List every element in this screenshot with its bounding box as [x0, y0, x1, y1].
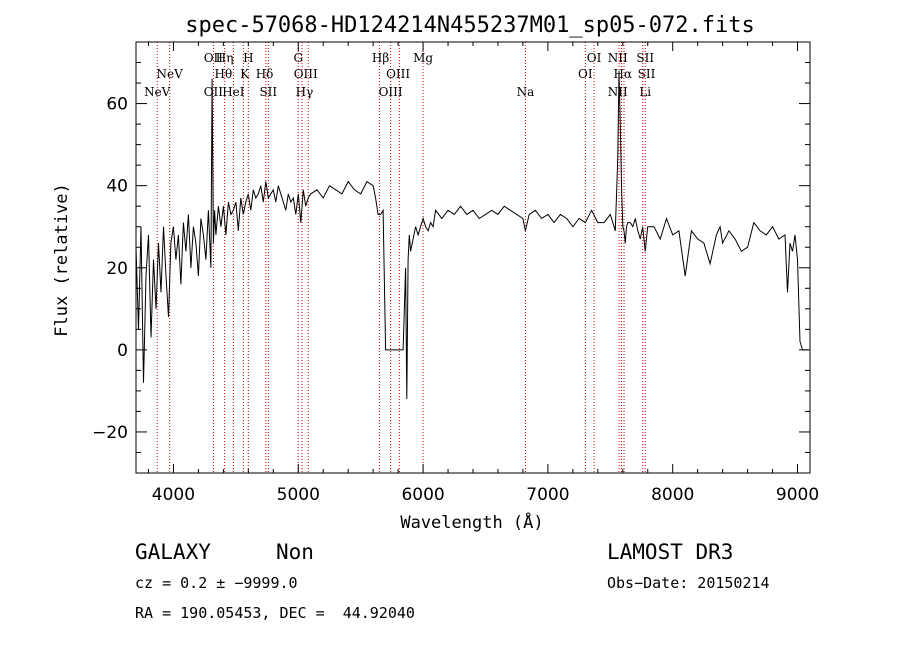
spectral-line-label: OII [204, 85, 224, 99]
chart-title: spec-57068-HD124214N455237M01_sp05-072.f… [185, 13, 755, 38]
spectral-line-label: Hθ [215, 67, 233, 81]
y-axis-label: Flux (relative) [52, 183, 72, 337]
coordinates-readout: RA = 190.05453, DEC = 44.92040 [135, 604, 415, 622]
x-tick-label: 9000 [776, 485, 819, 505]
spectral-line-label: K [240, 67, 250, 81]
spectral-line-label: G [293, 51, 303, 65]
object-class: GALAXY [135, 540, 211, 564]
y-tick-label: 20 [106, 259, 128, 279]
spectral-line-label: SII [259, 85, 277, 99]
spectral-line-label: Hβ [372, 51, 389, 65]
x-tick-label: 4000 [152, 485, 195, 505]
spectral-line-label: H [243, 51, 253, 65]
plot-frame [135, 41, 811, 474]
spectrum-line [135, 70, 808, 400]
spectral-line-label: Hα [613, 67, 632, 81]
spectral-line-label: NeV [157, 67, 184, 81]
y-axis: −20 0 20 40 60 [92, 41, 810, 474]
spectral-line-label: OIII [379, 85, 403, 99]
spectral-line-markers [156, 42, 646, 473]
observation-date: Obs−Date: 20150214 [607, 574, 770, 592]
x-tick-label: 7000 [526, 485, 569, 505]
spectral-line-label: Mg [413, 51, 433, 65]
x-axis-label: Wavelength (Å) [400, 511, 543, 533]
redshift-readout: cz = 0.2 ± −9999.0 [135, 574, 298, 592]
survey-name: LAMOST DR3 [607, 540, 734, 564]
spectral-line-label: Hη [216, 51, 234, 65]
spectral-line-label: NeV [144, 85, 171, 99]
spectral-line-label: Hγ [296, 85, 314, 99]
x-axis: 4000 5000 6000 7000 8000 9000 [147, 42, 819, 505]
y-tick-label: 40 [106, 177, 128, 197]
spectral-line-label: Li [639, 85, 651, 99]
spectral-line-label: NII [608, 51, 628, 65]
x-tick-label: 6000 [401, 485, 444, 505]
x-tick-label: 8000 [651, 485, 694, 505]
spectrum-series [135, 70, 808, 400]
spectral-line-label: Na [517, 85, 535, 99]
spectral-line-label: OIII [294, 67, 318, 81]
spectral-line-label: SII [638, 67, 656, 81]
spectral-line-label: OI [578, 67, 593, 81]
y-tick-label: 60 [106, 95, 128, 115]
spectral-line-label: SII [636, 51, 654, 65]
spectral-line-label: HeI [222, 85, 245, 99]
y-tick-label: 0 [117, 341, 128, 361]
spectral-line-label: OI [587, 51, 602, 65]
spectral-line-label: OIII [386, 67, 410, 81]
object-subclass: Non [276, 540, 314, 564]
y-tick-label: −20 [92, 423, 128, 443]
spectral-line-label: NII [608, 85, 628, 99]
x-tick-label: 5000 [277, 485, 320, 505]
spectral-line-label: OII [204, 51, 224, 65]
spectral-line-label: Hδ [256, 67, 274, 81]
